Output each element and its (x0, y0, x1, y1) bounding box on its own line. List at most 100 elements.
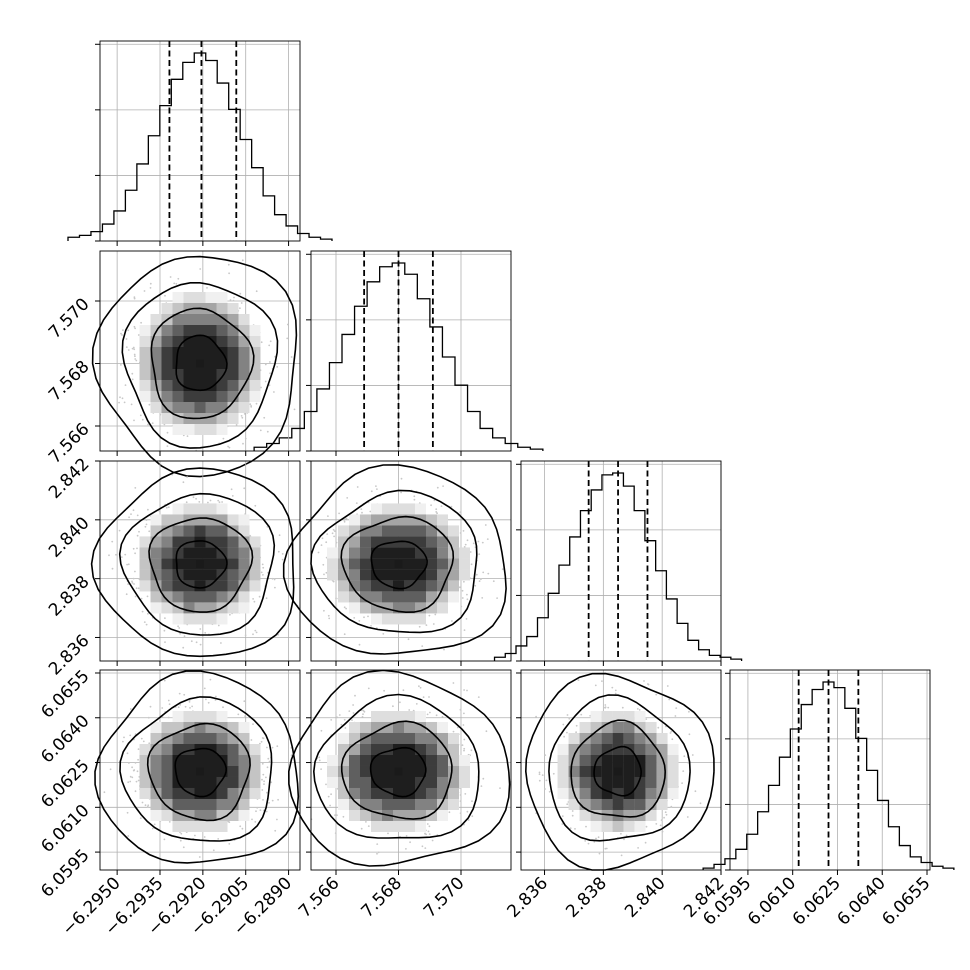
density-cell (183, 820, 195, 832)
scatter-point (644, 841, 647, 844)
density-cell (360, 776, 371, 788)
scatter-point (231, 495, 234, 497)
scatter-point (281, 553, 284, 555)
scatter-point (240, 302, 243, 304)
density-cell (404, 503, 415, 515)
scatter-point (594, 684, 597, 687)
scatter-point (276, 818, 278, 821)
scatter-point (435, 511, 438, 513)
density-cell (205, 391, 217, 402)
density-cell (349, 743, 360, 755)
density-cell (656, 743, 668, 755)
density-cell (371, 765, 382, 777)
density-cell (579, 787, 591, 799)
scatter-point (183, 635, 186, 638)
scatter-point (163, 629, 166, 632)
density-cell (227, 336, 239, 347)
density-cell (393, 525, 404, 537)
scatter-point (482, 571, 485, 574)
density-cell (437, 765, 448, 777)
density-cell (194, 503, 206, 515)
density-cell (194, 314, 206, 325)
density-cell (371, 787, 382, 799)
scatter-point (358, 620, 361, 622)
scatter-point (273, 391, 275, 393)
density-cell (238, 732, 250, 744)
scatter-point (463, 747, 466, 750)
scatter-point (264, 363, 267, 366)
density-cell (382, 525, 393, 537)
density-cell (216, 743, 228, 755)
scatter-point (360, 827, 363, 830)
scatter-point (131, 372, 134, 375)
density-cell (249, 347, 261, 358)
density-cell (349, 809, 360, 821)
density-cell (205, 336, 217, 347)
scatter-point (186, 435, 189, 437)
density-cell (371, 547, 382, 559)
density-cell (371, 776, 382, 788)
contour-line (370, 540, 428, 590)
density-cell (172, 424, 184, 435)
density-cell (249, 336, 261, 347)
density-cell (382, 613, 393, 625)
density-cell (448, 787, 459, 799)
density-cell (238, 314, 250, 325)
scatter-point (235, 424, 238, 426)
scatter-point (335, 541, 338, 544)
scatter-point (480, 785, 483, 787)
density-cell (238, 536, 250, 548)
density-cell (205, 347, 217, 358)
scatter-point (118, 529, 121, 532)
density-cell (590, 820, 602, 832)
scatter-point (405, 835, 408, 837)
density-cell (601, 787, 613, 799)
density-cell (227, 743, 239, 755)
density-cell (437, 547, 448, 559)
density-cell (404, 558, 415, 570)
scatter-point (415, 703, 418, 705)
y-tick-label: 6.0610 (37, 801, 93, 857)
scatter-point (259, 809, 262, 811)
density-cell (227, 787, 239, 799)
density-cell (371, 558, 382, 570)
density-cell (194, 424, 206, 435)
density-cell (612, 820, 624, 832)
scatter-point (327, 795, 330, 798)
density-cell (238, 336, 250, 347)
scatter-point (575, 731, 577, 734)
density-cell (183, 710, 195, 722)
scatter-point (413, 495, 416, 498)
scatter-point (119, 396, 121, 399)
density-cell (459, 547, 470, 559)
scatter-point (601, 680, 603, 682)
scatter-point (408, 709, 411, 711)
density-cell (194, 569, 206, 581)
density-cell (150, 602, 162, 614)
scatter-point (358, 643, 361, 646)
scatter-point (278, 534, 281, 537)
density-cell (601, 743, 613, 755)
density-cell (459, 754, 470, 766)
density-cell (139, 754, 151, 766)
density-cell (382, 710, 393, 722)
density-cell (601, 798, 613, 810)
density-cell (404, 710, 415, 722)
scatter-point (484, 524, 487, 526)
density-cell (183, 569, 195, 581)
density-cell (667, 765, 679, 777)
scatter-point (250, 405, 253, 407)
density-cell (139, 558, 151, 570)
density-cell (172, 591, 184, 603)
density-cell (404, 809, 415, 821)
scatter-point (436, 512, 438, 515)
density-cell (238, 743, 250, 755)
scatter-point (325, 783, 327, 786)
scatter-point (131, 582, 134, 584)
density-cell (161, 525, 173, 537)
density-cell (590, 765, 602, 777)
scatter-point (178, 692, 181, 695)
density-cell (404, 602, 415, 614)
density-cell (205, 798, 217, 810)
scatter-point (121, 397, 124, 400)
